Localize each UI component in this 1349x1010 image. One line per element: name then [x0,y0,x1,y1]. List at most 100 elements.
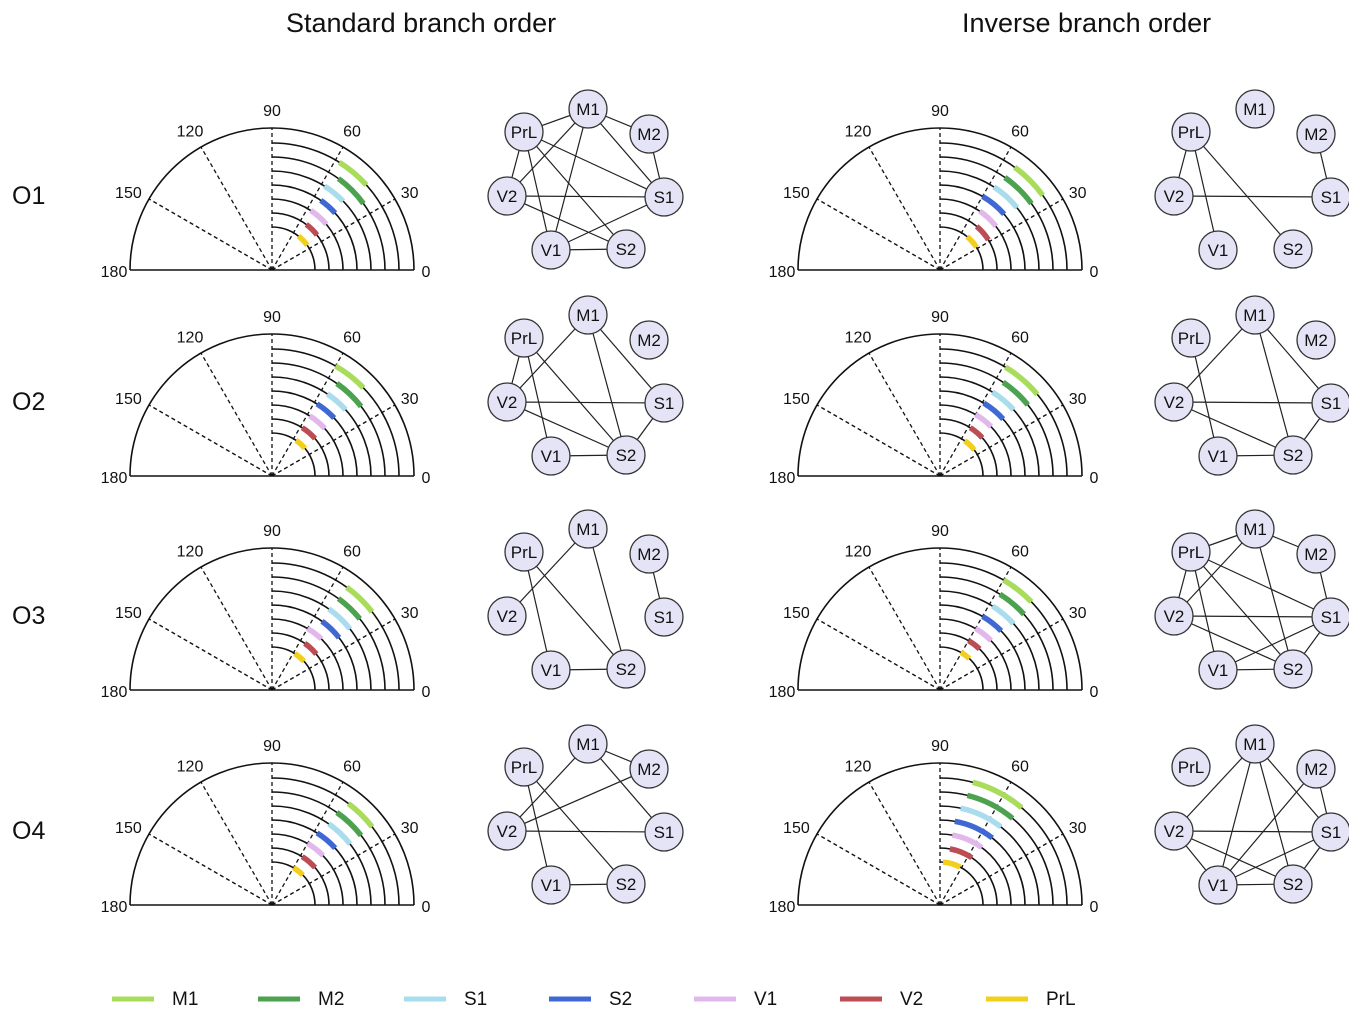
graph-node-v2 [487,596,527,636]
polar-tick-label-30: 30 [401,391,419,408]
polar-inner-arc [939,362,1054,477]
arc-v2 [967,638,982,652]
graph-node-label-m2: M2 [637,331,661,350]
polar-tick-label-150: 150 [115,391,142,408]
polar-tick-label-30: 30 [401,605,419,622]
graph-node-label-s2: S2 [1283,660,1304,679]
arc-m2 [335,381,364,409]
graph-node-label-s2: S2 [1283,240,1304,259]
graph-edge-m1-v2 [506,743,589,832]
polar-plot-o2-inverse: 0 30 60 90 120 150 180 [769,309,1099,487]
arc-s1 [325,391,348,412]
graph-node-v2 [1154,176,1194,216]
graph-edge-prl-s2 [523,766,627,885]
graph-node-prl [1171,112,1211,152]
graph-node-s1 [644,597,684,637]
polar-tick-label-90: 90 [263,523,281,540]
legend-label-v2: V2 [900,989,923,1010]
graph-node-v1 [1198,436,1238,476]
arc-v1 [309,208,329,227]
graph-edge-prl-v1 [1190,131,1219,251]
arc-prl [292,865,305,878]
graph-node-s2 [606,864,646,904]
polar-radial-150 [148,618,273,691]
graph-edge-s1-v1 [550,196,665,251]
graph-edge-prl-s2 [1190,551,1294,670]
polar-tick-label-60: 60 [1011,758,1029,775]
polar-radial-150 [148,198,273,271]
polar-radial-150 [816,198,941,271]
polar-tick-label-0: 0 [1090,264,1099,281]
polar-tick-label-90: 90 [931,309,949,326]
graph-node-v1 [531,650,571,690]
network-graph-o3-inverse: PrL M1 M2 V2 S1 V1 S2 [1154,509,1349,690]
graph-node-s1 [1311,177,1349,217]
polar-inner-arc [939,226,984,271]
graph-edge-m1-s2 [1254,528,1294,670]
polar-tick-label-120: 120 [177,758,204,775]
network-graph-o3-standard: PrL M1 M2 V2 S1 V1 S2 [487,509,684,690]
polar-tick-label-60: 60 [343,543,361,560]
polar-inner-arc [271,184,358,271]
polar-plot-o4-inverse: 0 30 60 90 120 150 180 [769,738,1099,916]
arc-v2 [303,641,319,656]
polar-tick-label-0: 0 [1090,684,1099,701]
arc-v1 [978,208,999,229]
arc-v2 [974,224,991,242]
graph-node-m2 [629,114,669,154]
polar-tick-label-30: 30 [1069,820,1087,837]
graph-node-label-prl: PrL [1178,543,1204,562]
polar-inner-arc [939,632,998,691]
polar-inner-arc [939,348,1068,477]
arc-s1 [992,184,1020,210]
polar-inner-arc [271,646,316,691]
graph-edge-s1-v1 [1217,616,1332,671]
arc-s2 [319,198,338,216]
graph-node-label-m1: M1 [576,100,600,119]
graph-edge-m1-s2 [587,528,627,670]
arc-v1 [974,412,994,429]
legend-label-prl: PrL [1046,989,1076,1010]
graph-node-label-m1: M1 [1243,306,1267,325]
graph-edge-v2-s1 [506,195,665,198]
arc-s2 [981,194,1007,217]
graph-node-label-m2: M2 [637,760,661,779]
graph-node-label-m1: M1 [1243,735,1267,754]
graph-edge-m1-s2 [1254,314,1294,456]
polar-tick-label-60: 60 [1011,329,1029,346]
graph-edge-v2-s1 [1173,615,1332,618]
polar-tick-label-30: 30 [1069,605,1087,622]
polar-tick-label-120: 120 [845,123,872,140]
arc-s2 [315,401,337,420]
network-graph-o4-standard: PrL M1 M2 V2 S1 V1 S2 [487,724,684,905]
polar-tick-label-120: 120 [845,329,872,346]
graph-node-prl [1171,318,1211,358]
polar-radial-150 [148,833,273,906]
graph-node-m2 [629,749,669,789]
graph-edge-prl-s1 [1190,551,1332,618]
arc-v2 [300,854,318,870]
arc-v2 [304,222,320,237]
polar-tick-label-150: 150 [115,820,142,837]
graph-edge-m1-v2 [1173,743,1256,832]
graph-node-s2 [606,435,646,475]
graph-node-prl [504,532,544,572]
graph-edge-v1-s1 [1217,831,1332,886]
polar-inner-arc [939,861,984,906]
polar-tick-label-60: 60 [343,758,361,775]
graph-edge-m1-v2 [1173,314,1256,403]
graph-node-prl [504,747,544,787]
arc-m2 [1001,380,1030,407]
arc-v2 [300,425,318,441]
graph-node-label-m2: M2 [1304,125,1328,144]
graph-edge-prl-v1 [523,551,552,671]
polar-inner-arc [271,390,358,477]
graph-edge-prl-s1 [523,131,665,198]
graph-node-label-v1: V1 [541,661,562,680]
graph-node-m1 [568,509,608,549]
arc-m2 [998,591,1027,617]
legend-label-s1: S1 [464,989,487,1010]
polar-tick-label-180: 180 [769,264,796,281]
polar-inner-arc [939,390,1026,477]
polar-inner-arc [271,791,386,906]
